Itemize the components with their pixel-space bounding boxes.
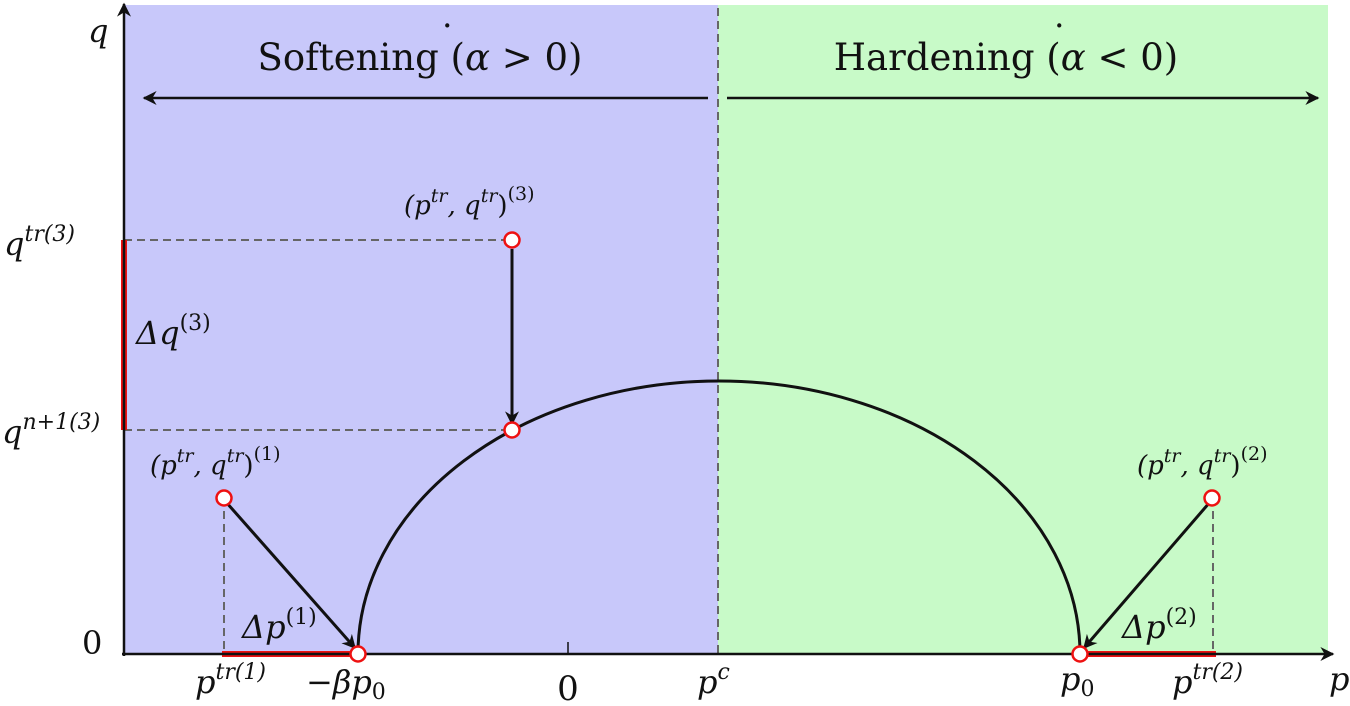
trial1-point-label: (ptr, qtr)(1) [150,443,281,481]
zero-tick-label: 0 [557,669,579,706]
neg-beta-p0-tick-label: −βp0 [306,663,386,705]
y-origin-label: 0 [82,624,102,662]
trial1-return-arrow [224,501,357,650]
return3-point-marker [503,421,521,439]
softening-alpha-dot: ˙ [438,18,457,61]
trial1-point-marker [215,489,233,507]
ptr1-tick-label: ptr(1) [195,660,266,701]
softening-region [124,5,718,654]
hardening-title: Hardening (α < 0) [834,36,1178,79]
trial2-point-label: (ptr, qtr)(2) [1137,443,1268,481]
dp2-increment-label: Δp(2) [1120,605,1197,646]
p0-tick-label: p0 [1060,660,1094,702]
yield-surface-curve [356,379,1082,655]
trial3-point-label: (ptr, qtr)(3) [404,183,535,221]
hardening-alpha-dot: ˙ [1050,18,1069,61]
y-axis-label: q [88,12,108,50]
hardening-region [718,5,1328,654]
trial2-return-arrow [1082,501,1212,650]
p0-marker [1071,645,1089,663]
softening-title: Softening (α > 0) [258,36,583,79]
ptr2-tick-label: ptr(2) [1172,660,1243,701]
qn1-tick-label: qn+1(3) [2,410,100,451]
qtr3-tick-label: qtr(3) [4,222,75,263]
x-axis-label: p [1329,660,1349,698]
pc-tick-label: pc [697,660,730,701]
trial2-point-marker [1203,489,1221,507]
dp1-increment-label: Δp(1) [240,605,317,646]
trial3-point-marker [503,231,521,249]
dq3-increment-label: Δq(3) [134,311,211,352]
neg-beta-p0-marker [349,645,367,663]
